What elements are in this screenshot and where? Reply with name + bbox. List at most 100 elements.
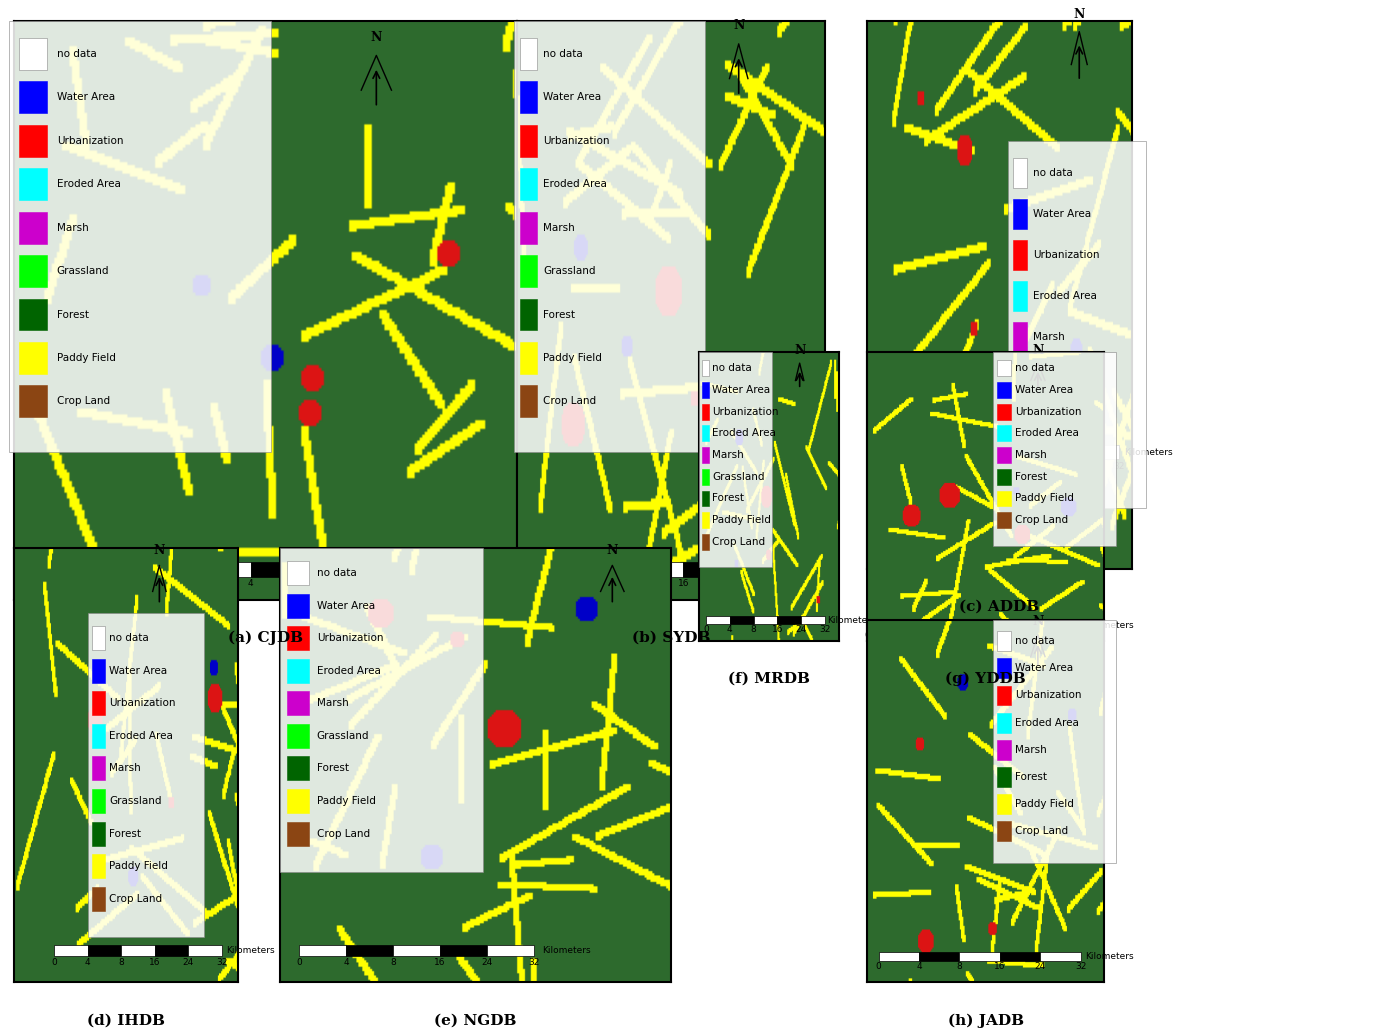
FancyBboxPatch shape	[993, 620, 1117, 862]
Text: 0: 0	[52, 959, 57, 968]
FancyBboxPatch shape	[1008, 142, 1146, 509]
Text: Forest: Forest	[1015, 772, 1047, 782]
Bar	[20, 342, 46, 374]
Text: Paddy Field: Paddy Field	[1033, 415, 1092, 424]
Text: Crop Land: Crop Land	[1015, 515, 1068, 525]
Bar	[998, 659, 1011, 678]
Text: (c) ADDB: (c) ADDB	[959, 600, 1040, 614]
Text: Crop Land: Crop Land	[1015, 826, 1068, 837]
FancyBboxPatch shape	[993, 352, 1117, 546]
Bar	[998, 686, 1011, 705]
Bar	[702, 512, 710, 528]
Bar	[1012, 157, 1028, 188]
Bar	[1040, 951, 1081, 961]
Text: 0: 0	[875, 963, 882, 971]
FancyBboxPatch shape	[699, 352, 772, 568]
Bar	[998, 794, 1011, 814]
Text: Eroded Area: Eroded Area	[317, 666, 380, 675]
Bar	[520, 212, 537, 244]
Bar	[520, 125, 537, 157]
Text: 0: 0	[203, 579, 208, 588]
Bar	[702, 468, 710, 485]
Text: no data: no data	[544, 49, 583, 59]
Bar	[296, 562, 341, 577]
Text: 0: 0	[864, 631, 870, 640]
Text: Marsh: Marsh	[57, 222, 88, 233]
Bar	[288, 594, 309, 617]
Text: Marsh: Marsh	[109, 763, 141, 773]
Bar	[973, 446, 1002, 459]
Text: 32: 32	[1075, 963, 1086, 971]
Bar	[1012, 404, 1028, 434]
Bar	[520, 82, 537, 114]
Bar	[520, 386, 537, 418]
Bar	[1012, 199, 1028, 229]
Text: Marsh: Marsh	[712, 450, 744, 460]
Bar	[92, 627, 105, 650]
Text: Grassland: Grassland	[712, 472, 765, 482]
Text: Kilometers: Kilometers	[763, 565, 812, 574]
Text: Paddy Field: Paddy Field	[317, 796, 376, 805]
Text: 0: 0	[296, 959, 302, 968]
Text: 4: 4	[1000, 462, 1005, 470]
Text: Crop Land: Crop Land	[317, 828, 370, 839]
Bar	[706, 616, 730, 624]
Text: no data: no data	[317, 568, 356, 578]
Bar	[20, 38, 46, 70]
Text: N: N	[794, 344, 805, 358]
Bar	[998, 512, 1011, 528]
Bar	[1012, 281, 1028, 311]
Bar	[20, 125, 46, 157]
Text: 16: 16	[772, 626, 783, 634]
Text: 32: 32	[1113, 462, 1125, 470]
Text: Forest: Forest	[1015, 472, 1047, 482]
Bar	[1037, 622, 1081, 630]
Bar	[393, 945, 440, 956]
Text: 32: 32	[819, 626, 830, 634]
Bar	[1012, 446, 1028, 476]
Text: Crop Land: Crop Land	[544, 396, 597, 406]
Text: Crop Land: Crop Land	[57, 396, 110, 406]
Bar	[347, 945, 393, 956]
Bar	[646, 562, 684, 577]
Text: Urbanization: Urbanization	[712, 406, 779, 417]
Bar	[520, 342, 537, 374]
Bar	[998, 403, 1011, 420]
Text: N: N	[607, 544, 618, 556]
Text: Water Area: Water Area	[544, 92, 601, 102]
Text: N: N	[1032, 614, 1043, 628]
Bar	[879, 951, 918, 961]
Bar	[1002, 446, 1032, 459]
Bar	[288, 561, 309, 585]
Bar	[520, 38, 537, 70]
Text: 16: 16	[990, 631, 1001, 640]
Text: Urbanization: Urbanization	[1033, 250, 1099, 260]
Text: no data: no data	[1015, 363, 1055, 373]
Text: 32: 32	[528, 959, 540, 968]
Text: 8: 8	[643, 579, 649, 588]
Text: Water Area: Water Area	[1015, 385, 1074, 395]
Text: N: N	[1074, 7, 1085, 21]
Text: Urbanization: Urbanization	[317, 633, 383, 643]
Bar	[520, 169, 537, 201]
Bar	[20, 82, 46, 114]
Text: 4: 4	[344, 959, 350, 968]
Text: 24: 24	[714, 579, 726, 588]
Bar	[573, 562, 610, 577]
Text: Urbanization: Urbanization	[57, 135, 123, 146]
Text: Kilometers: Kilometers	[1124, 448, 1173, 457]
Text: 4: 4	[247, 579, 253, 588]
Bar	[20, 386, 46, 418]
Bar	[288, 627, 309, 650]
Text: Forest: Forest	[712, 493, 744, 504]
Bar	[1012, 322, 1028, 353]
Bar	[92, 724, 105, 748]
Bar	[189, 945, 222, 956]
Text: Paddy Field: Paddy Field	[544, 353, 603, 363]
FancyBboxPatch shape	[280, 548, 484, 872]
FancyBboxPatch shape	[8, 21, 271, 452]
Bar	[250, 562, 296, 577]
Bar	[288, 692, 309, 716]
Text: 24: 24	[380, 579, 391, 588]
Bar	[998, 360, 1011, 376]
